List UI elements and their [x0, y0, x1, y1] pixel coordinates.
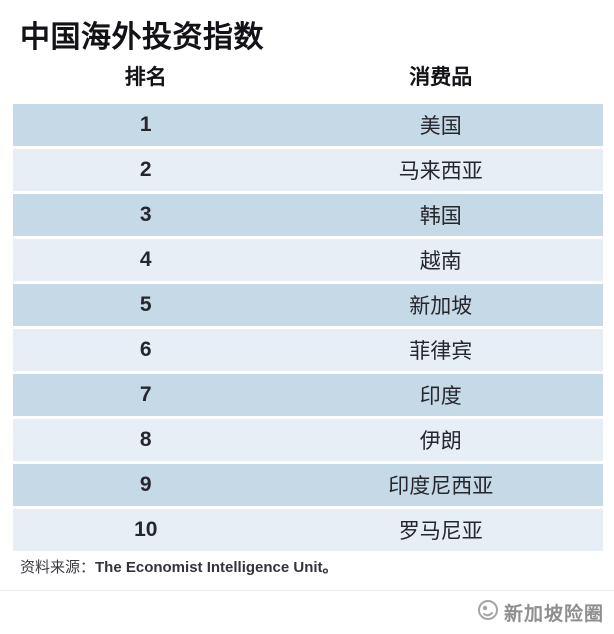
table-header: 排名 消费品	[13, 61, 603, 91]
page-title: 中国海外投资指数	[20, 21, 264, 54]
rank-cell: 9	[139, 473, 152, 496]
circle-logo-icon	[477, 599, 499, 626]
source-note: 资料来源：The Economist Intelligence Unit。	[20, 556, 338, 577]
header-rank-label: 排名	[124, 66, 167, 89]
ranking-table: 1 美国 2 马来西亚 3 韩国 4 越南 5 新加坡 6 菲律宾 7 印度 8 伊朗 9 印度尼西亚 10 罗马尼亚	[13, 104, 603, 551]
footer-divider	[0, 590, 614, 591]
rank-cell: 3	[139, 203, 152, 226]
country-cell: 菲律宾	[409, 340, 473, 363]
rank-cell: 5	[139, 293, 152, 316]
table-row: 4 越南	[13, 239, 603, 281]
table-row: 5 新加坡	[13, 284, 603, 326]
rank-cell: 7	[139, 383, 152, 406]
table-row: 6 菲律宾	[13, 329, 603, 371]
source-label: 资料来源：	[20, 559, 96, 576]
rank-cell: 6	[139, 338, 152, 361]
country-cell: 越南	[419, 250, 462, 273]
table-row: 1 美国	[13, 104, 603, 146]
rank-cell: 4	[139, 248, 152, 271]
table-row: 10 罗马尼亚	[13, 509, 603, 551]
country-cell: 韩国	[419, 205, 462, 228]
source-text: The Economist Intelligence Unit。	[95, 559, 338, 576]
table-row: 7 印度	[13, 374, 603, 416]
country-cell: 新加坡	[409, 295, 473, 318]
rank-cell: 10	[134, 518, 158, 541]
table-row: 2 马来西亚	[13, 149, 603, 191]
rank-cell: 8	[139, 428, 152, 451]
country-cell: 马来西亚	[398, 160, 483, 183]
country-cell: 印度	[419, 385, 462, 408]
header-category-label: 消费品	[409, 66, 473, 89]
country-cell: 美国	[419, 115, 462, 138]
rank-cell: 2	[139, 158, 152, 181]
country-cell: 罗马尼亚	[398, 520, 483, 543]
country-cell: 印度尼西亚	[388, 475, 494, 498]
rank-cell: 1	[139, 113, 152, 136]
table-row: 9 印度尼西亚	[13, 464, 603, 506]
watermark-text: 新加坡险圈	[503, 604, 604, 625]
table-row: 3 韩国	[13, 194, 603, 236]
country-cell: 伊朗	[419, 430, 462, 453]
table-row: 8 伊朗	[13, 419, 603, 461]
watermark: 新加坡险圈	[477, 599, 604, 626]
